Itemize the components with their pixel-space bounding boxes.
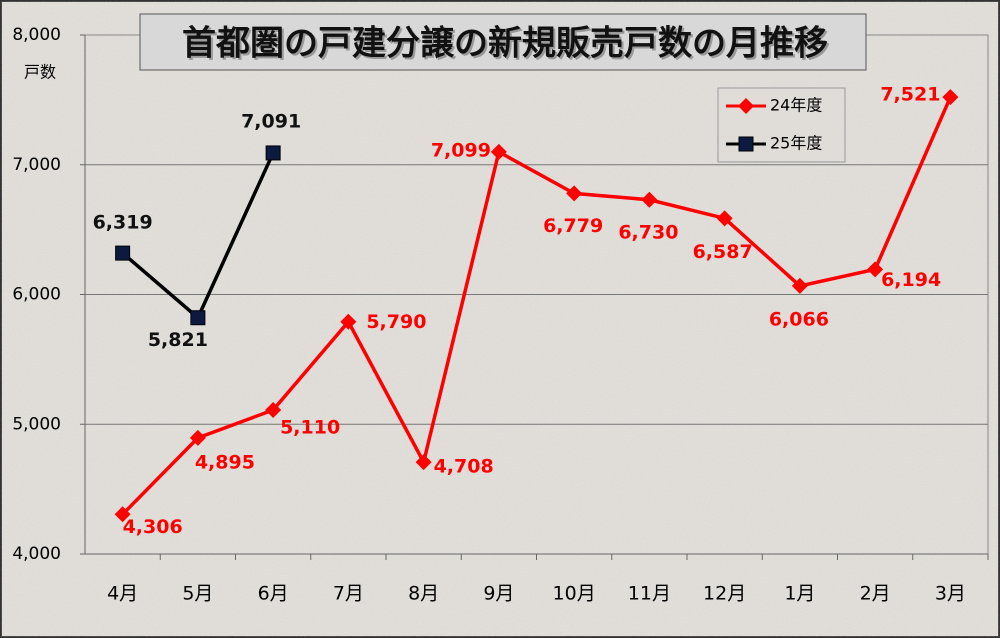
data-label: 6,730: [618, 221, 678, 243]
x-tick-label: 4月: [107, 583, 138, 605]
x-tick-label: 9月: [483, 583, 514, 605]
x-tick-label: 1月: [784, 583, 815, 605]
marker: [566, 185, 583, 202]
data-label: 7,099: [431, 139, 491, 161]
data-label: 7,091: [241, 110, 301, 132]
chart-title: 首都圏の戸建分譲の新規販売戸数の月推移: [182, 24, 828, 64]
data-label: 4,306: [123, 516, 183, 538]
marker: [738, 98, 754, 114]
x-tick-label: 6月: [258, 583, 289, 605]
y-tick-label: 5,000: [12, 414, 61, 434]
line: [121, 96, 952, 516]
data-label: 6,319: [93, 212, 153, 234]
marker: [942, 89, 959, 106]
marker: [265, 145, 281, 161]
data-label: 5,110: [280, 416, 340, 438]
legend-label: 24年度: [770, 96, 822, 115]
x-tick-label: 10月: [553, 583, 596, 605]
marker: [114, 506, 131, 523]
title-box: [139, 13, 867, 71]
data-label: 7,521: [880, 84, 940, 106]
marker: [340, 313, 357, 330]
y-tick-label: 4,000: [12, 544, 61, 564]
x-tick-label: 7月: [333, 583, 364, 605]
marker: [115, 245, 131, 261]
y-tick-label: 8,000: [12, 25, 61, 45]
y-axis-label: 戸数: [24, 63, 56, 82]
marker: [190, 310, 206, 326]
marker: [415, 454, 432, 471]
marker: [189, 429, 206, 446]
data-label: 6,779: [543, 215, 603, 237]
x-tick-label: 3月: [935, 583, 966, 605]
data-label: 4,895: [195, 451, 255, 473]
legend-label: 25年度: [770, 134, 822, 153]
marker: [641, 191, 658, 208]
y-tick-label: 7,000: [12, 155, 61, 175]
data-label: 5,821: [148, 329, 208, 351]
y-tick-label: 6,000: [12, 285, 61, 305]
x-tick-label: 8月: [408, 583, 439, 605]
marker: [716, 210, 733, 227]
x-tick-label: 5月: [182, 583, 213, 605]
title-shadow: 首都圏の戸建分譲の新規販売戸数の月推移: [184, 26, 830, 66]
data-label: 6,066: [769, 308, 829, 330]
data-label: 6,194: [881, 269, 941, 291]
data-label: 5,790: [366, 311, 426, 333]
marker: [265, 401, 282, 418]
data-label: 4,708: [434, 456, 494, 478]
data-label: 6,587: [693, 241, 753, 263]
x-tick-label: 12月: [703, 583, 746, 605]
marker: [867, 261, 884, 278]
marker: [738, 136, 754, 152]
x-tick-label: 2月: [860, 583, 891, 605]
x-tick-label: 11月: [628, 583, 671, 605]
marker: [490, 143, 507, 160]
marker: [791, 277, 808, 294]
